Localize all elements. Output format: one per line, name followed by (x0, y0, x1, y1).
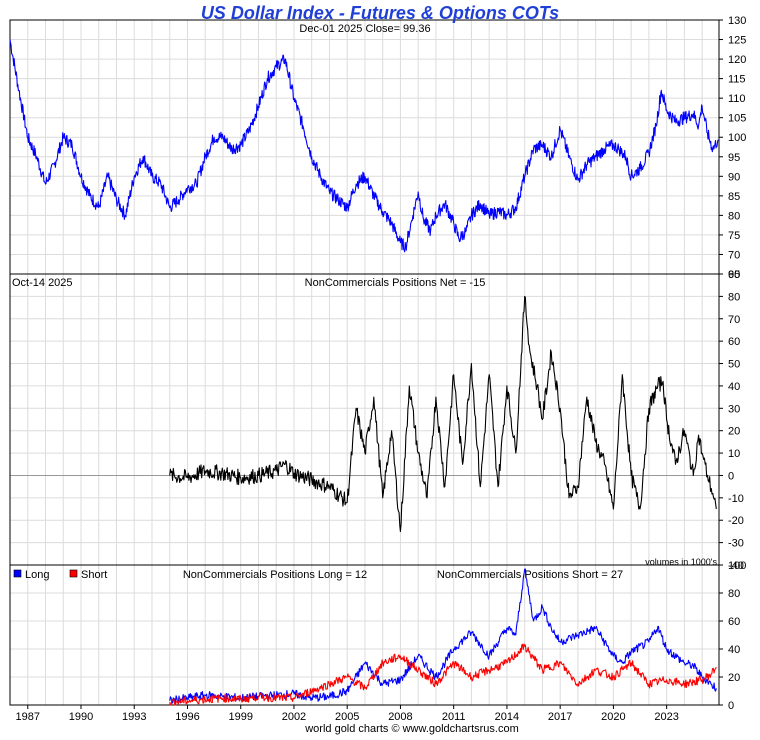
long-panel-header: NonCommercials Positions Long = 12 (183, 569, 367, 581)
net-series-line (169, 295, 717, 532)
y-tick-label: -10 (728, 493, 744, 505)
y-tick-label: 40 (728, 381, 740, 393)
x-tick-label: 1990 (69, 711, 93, 723)
y-tick-label: 105 (728, 113, 746, 125)
y-tick-label: 95 (728, 152, 740, 164)
y-tick-label: 80 (728, 291, 740, 303)
y-tick-label: 115 (728, 74, 746, 86)
panel-frame (9, 564, 720, 706)
y-tick-label: 0 (728, 470, 734, 482)
y-tick-label: -20 (728, 515, 744, 527)
x-tick-label: 1999 (228, 711, 252, 723)
chart-title: US Dollar Index - Futures & Options COTs (201, 3, 559, 23)
y-tick-label: 70 (728, 314, 740, 326)
y-tick-label: 120 (728, 54, 746, 66)
legend-swatch-long (13, 569, 22, 578)
y-tick-label: 40 (728, 644, 740, 656)
y-tick-label: 60 (728, 336, 740, 348)
y-tick-label: 10 (728, 448, 740, 460)
y-tick-label: 90 (728, 269, 740, 281)
y-tick-label: 0 (728, 700, 734, 712)
x-tick-label: 1987 (16, 711, 40, 723)
short-series-line (169, 643, 717, 706)
x-tick-label: 2002 (282, 711, 306, 723)
net-panel-date: Oct-14 2025 (12, 277, 73, 289)
x-tick-label: 2005 (335, 711, 359, 723)
price-series-line (9, 39, 719, 253)
x-tick-label: 2008 (388, 711, 412, 723)
y-tick-label: 85 (728, 191, 740, 203)
legend-label-long: Long (25, 569, 49, 581)
y-tick-label: 20 (728, 672, 740, 684)
y-tick-label: 75 (728, 230, 740, 242)
y-tick-label: 70 (728, 249, 740, 261)
short-panel-header: NonCommercials Positions Short = 27 (437, 569, 623, 581)
y-tick-label: 100 (728, 560, 746, 572)
y-tick-label: 30 (728, 403, 740, 415)
y-tick-label: -40 (728, 560, 744, 572)
x-tick-label: 2014 (495, 711, 519, 723)
x-tick-label: 2020 (601, 711, 625, 723)
y-tick-label: 110 (728, 93, 746, 105)
legend-label-short: Short (81, 569, 107, 581)
legend-swatch-short (69, 569, 78, 578)
y-tick-label: 90 (728, 171, 740, 183)
price-panel-header: Dec-01 2025 Close= 99.36 (299, 23, 430, 35)
x-tick-label: 1996 (175, 711, 199, 723)
chart-footer: world gold charts © www.goldchartsrus.co… (304, 723, 519, 735)
y-tick-label: 130 (728, 15, 746, 27)
y-tick-label: -30 (728, 538, 744, 550)
y-tick-label: 100 (728, 132, 746, 144)
x-tick-label: 2017 (548, 711, 572, 723)
net-panel-header: NonCommercials Positions Net = -15 (305, 277, 486, 289)
y-tick-label: 20 (728, 426, 740, 438)
x-tick-label: 2011 (442, 711, 466, 723)
y-tick-label: 80 (728, 588, 740, 600)
y-tick-label: 50 (728, 359, 740, 371)
y-tick-label: 80 (728, 210, 740, 222)
y-tick-label: 125 (728, 35, 746, 47)
long-series-line (169, 568, 717, 705)
volumes-note: volumes in 1000's (645, 557, 717, 567)
y-tick-label: 65 (728, 269, 740, 281)
y-tick-label: 60 (728, 616, 740, 628)
x-tick-label: 2023 (654, 711, 678, 723)
x-tick-label: 1993 (122, 711, 146, 723)
